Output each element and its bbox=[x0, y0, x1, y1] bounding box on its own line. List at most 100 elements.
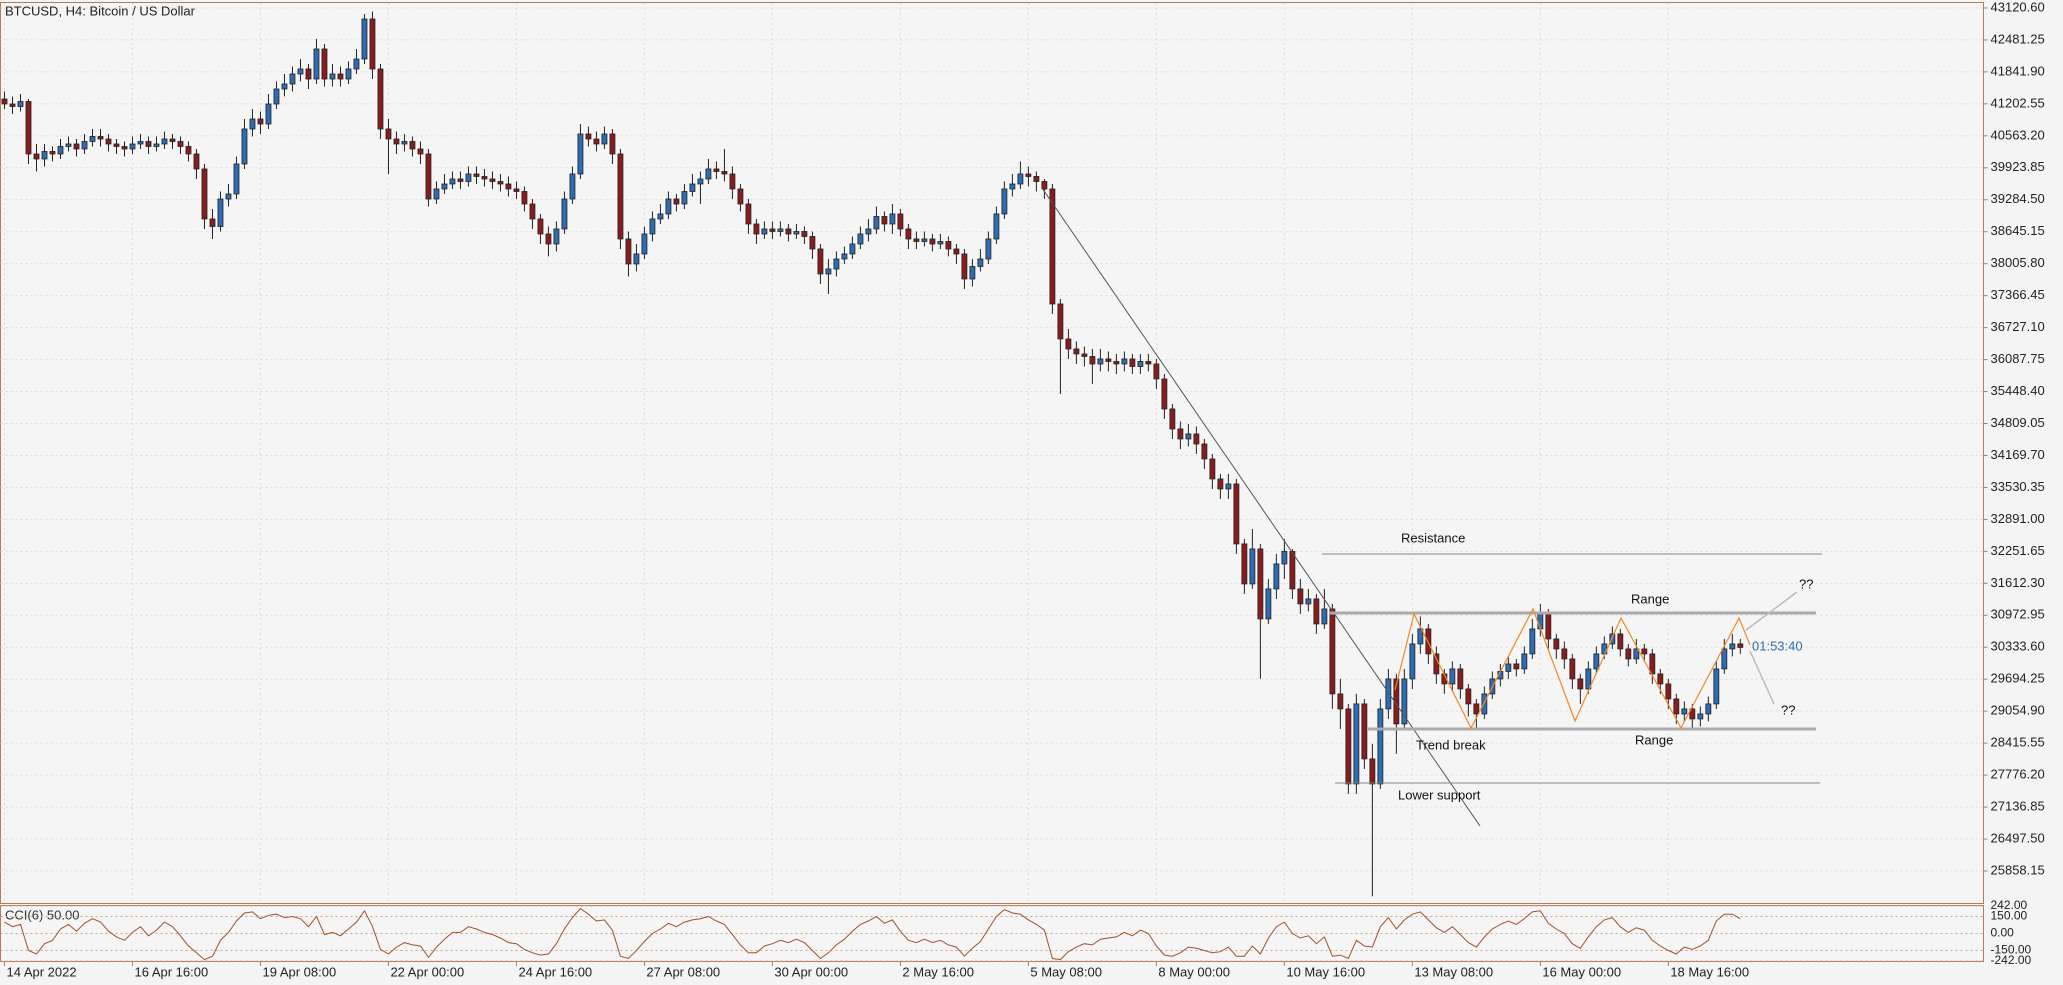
candle-body bbox=[561, 198, 568, 230]
candle-body bbox=[1385, 678, 1392, 710]
candle-body bbox=[569, 173, 576, 200]
candle-body bbox=[665, 198, 672, 215]
candle-body bbox=[201, 168, 208, 220]
candle-body bbox=[1065, 338, 1072, 350]
candle-body bbox=[433, 188, 440, 200]
candle-body bbox=[1641, 648, 1648, 655]
x-tick-label: 18 May 16:00 bbox=[1670, 964, 1749, 979]
candle-body bbox=[1505, 663, 1512, 672]
y-tick-label: 38645.15 bbox=[1991, 223, 2045, 238]
candle-body bbox=[161, 138, 168, 145]
candle-body bbox=[1233, 483, 1240, 545]
drawings: Resistance Range Trend break Lower suppo… bbox=[1041, 187, 1822, 827]
candle-body bbox=[769, 228, 776, 232]
candle-body bbox=[697, 178, 704, 185]
x-tick-label: 22 Apr 00:00 bbox=[390, 964, 464, 979]
candle-body bbox=[305, 68, 312, 80]
candle-body bbox=[553, 228, 560, 245]
x-tick-label: 13 May 08:00 bbox=[1414, 964, 1493, 979]
candle-body bbox=[1273, 563, 1280, 590]
candle-body bbox=[377, 68, 384, 130]
candle-body bbox=[705, 168, 712, 180]
candle-body bbox=[345, 68, 352, 80]
candle-body bbox=[25, 101, 32, 155]
indicator-tick-label: 0.00 bbox=[1991, 926, 2015, 940]
candle-body bbox=[137, 141, 144, 145]
candle-body bbox=[633, 253, 640, 265]
y-tick-label: 34169.70 bbox=[1991, 447, 2045, 462]
candle-body bbox=[401, 141, 408, 145]
candle-body bbox=[1329, 608, 1336, 695]
indicator-line bbox=[4, 907, 1741, 961]
annotation: Range bbox=[1635, 732, 1673, 747]
x-tick-label: 27 Apr 08:00 bbox=[646, 964, 720, 979]
candle-body bbox=[1313, 598, 1320, 625]
candle-body bbox=[1649, 653, 1656, 675]
candle-body bbox=[1513, 663, 1520, 670]
candle-body bbox=[225, 193, 232, 200]
candle-body bbox=[97, 136, 104, 140]
candle-body bbox=[1465, 688, 1472, 705]
candle-body bbox=[1417, 628, 1424, 645]
candle-body bbox=[537, 218, 544, 235]
candle-body bbox=[1049, 188, 1056, 305]
y-tick-label: 32891.00 bbox=[1991, 511, 2045, 526]
candle-body bbox=[105, 138, 112, 145]
candle-body bbox=[1225, 483, 1232, 490]
y-tick-label: 28415.55 bbox=[1991, 735, 2045, 750]
candle-body bbox=[41, 151, 48, 160]
candle-body bbox=[1665, 683, 1672, 700]
candle-body bbox=[521, 191, 528, 205]
candle-body bbox=[465, 173, 472, 182]
candle-body bbox=[441, 183, 448, 190]
candle-body bbox=[1129, 358, 1136, 367]
x-tick-label: 16 May 00:00 bbox=[1542, 964, 1621, 979]
y-tick-label: 36727.10 bbox=[1991, 319, 2045, 334]
candle-body bbox=[185, 146, 192, 155]
candle-body bbox=[833, 258, 840, 270]
candle-body bbox=[865, 228, 872, 235]
candle-body bbox=[1585, 668, 1592, 690]
y-tick-label: 31612.30 bbox=[1991, 575, 2045, 590]
candle-body bbox=[473, 173, 480, 177]
x-tick-label: 2 May 16:00 bbox=[902, 964, 974, 979]
candle-body bbox=[177, 141, 184, 147]
candle-body bbox=[1297, 588, 1304, 605]
y-tick-label: 33530.35 bbox=[1991, 479, 2045, 494]
candle-body bbox=[81, 141, 88, 150]
candle-body bbox=[1457, 668, 1464, 690]
candle-body bbox=[1569, 658, 1576, 680]
y-tick-label: 39284.50 bbox=[1991, 191, 2045, 206]
candle-body bbox=[1577, 678, 1584, 690]
candle-body bbox=[1409, 643, 1416, 680]
candle-body bbox=[1105, 358, 1112, 362]
candle-body bbox=[209, 218, 216, 227]
candle-body bbox=[657, 213, 664, 220]
candles bbox=[1, 11, 1744, 897]
candle-body bbox=[1169, 408, 1176, 430]
candle-body bbox=[1081, 353, 1088, 357]
y-tick-label: 35448.40 bbox=[1991, 383, 2045, 398]
indicator-tick-label: 150.00 bbox=[1991, 909, 2028, 923]
candle-body bbox=[1321, 608, 1328, 625]
candle-body bbox=[905, 228, 912, 240]
countdown: 01:53:40 bbox=[1752, 638, 1803, 653]
candle-body bbox=[1369, 758, 1376, 785]
candle-body bbox=[1633, 648, 1640, 660]
candle-body bbox=[969, 266, 976, 280]
indicator-title: CCI(6) 50.00 bbox=[5, 907, 79, 922]
candle-body bbox=[977, 258, 984, 267]
candle-body bbox=[1201, 443, 1208, 460]
candle-body bbox=[1041, 181, 1048, 190]
candle-body bbox=[1017, 173, 1024, 185]
candle-body bbox=[1009, 183, 1016, 190]
candle-body bbox=[593, 138, 600, 145]
x-tick-label: 24 Apr 16:00 bbox=[518, 964, 592, 979]
candle-body bbox=[1377, 708, 1384, 785]
candle-body bbox=[1729, 643, 1736, 650]
y-tick-label: 34809.05 bbox=[1991, 415, 2045, 430]
candle-body bbox=[529, 203, 536, 220]
candle-body bbox=[497, 181, 504, 185]
candle-body bbox=[617, 153, 624, 240]
